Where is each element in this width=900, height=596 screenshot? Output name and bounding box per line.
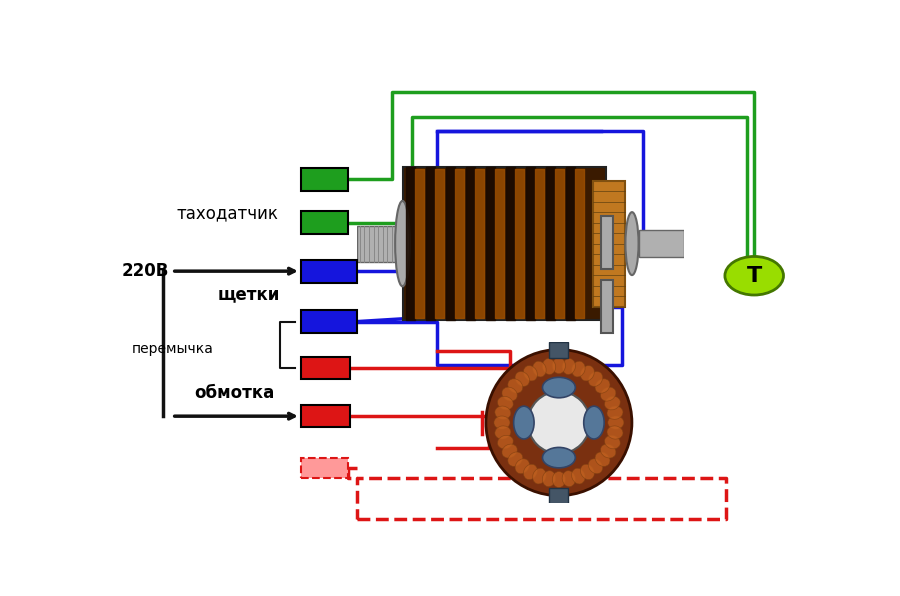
Text: T: T bbox=[747, 266, 761, 285]
Circle shape bbox=[724, 256, 784, 295]
Text: щетки: щетки bbox=[217, 285, 280, 303]
Text: обмотка: обмотка bbox=[194, 384, 274, 402]
FancyBboxPatch shape bbox=[601, 280, 613, 333]
Text: перемычка: перемычка bbox=[131, 342, 213, 356]
FancyBboxPatch shape bbox=[301, 168, 348, 191]
Text: таходатчик: таходатчик bbox=[176, 204, 278, 222]
Text: 220В: 220В bbox=[122, 262, 169, 280]
FancyBboxPatch shape bbox=[301, 260, 356, 283]
FancyBboxPatch shape bbox=[301, 310, 356, 333]
FancyBboxPatch shape bbox=[601, 216, 613, 269]
FancyBboxPatch shape bbox=[301, 357, 349, 379]
FancyBboxPatch shape bbox=[301, 405, 349, 427]
FancyBboxPatch shape bbox=[301, 212, 348, 234]
FancyBboxPatch shape bbox=[301, 458, 348, 477]
